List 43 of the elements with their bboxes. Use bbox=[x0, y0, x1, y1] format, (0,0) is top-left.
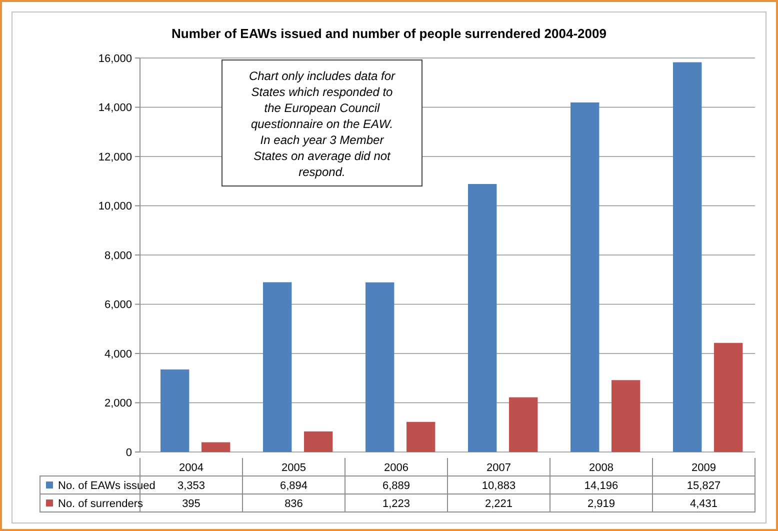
y-tick-label: 4,000 bbox=[104, 348, 132, 360]
bar bbox=[366, 282, 394, 452]
bar bbox=[263, 282, 292, 452]
y-tick-label: 6,000 bbox=[104, 299, 132, 312]
bar bbox=[714, 342, 743, 452]
data-label: 836 bbox=[284, 498, 303, 510]
y-tick-label: 14,000 bbox=[98, 102, 132, 114]
data-label: 1,223 bbox=[382, 498, 410, 510]
annotation: Chart only includes data for States which responded to the European Council questionnaire on the EAW. In each year 3 Member States on average did not respond. bbox=[248, 69, 396, 179]
bar bbox=[673, 62, 702, 452]
data-label: 3,353 bbox=[177, 480, 206, 492]
bar bbox=[509, 397, 538, 452]
legend-label: No. of EAWs issued bbox=[58, 480, 156, 492]
x-tick-label: 2009 bbox=[692, 462, 716, 474]
bar bbox=[406, 422, 436, 452]
bar bbox=[160, 369, 190, 452]
x-tick-label: 2007 bbox=[486, 462, 511, 474]
x-tick-label: 2008 bbox=[589, 462, 614, 474]
data-label: 15,827 bbox=[686, 480, 721, 492]
y-tick-label: 2,000 bbox=[104, 398, 132, 410]
data-label: 395 bbox=[182, 498, 200, 510]
legend-label: No. of surrenders bbox=[58, 498, 144, 510]
y-tick-label: 10,000 bbox=[98, 200, 132, 213]
bar bbox=[468, 184, 497, 452]
bar bbox=[570, 102, 600, 452]
x-tick-label: 2006 bbox=[384, 462, 408, 474]
bar bbox=[202, 442, 230, 452]
y-tick-label: 16,000 bbox=[98, 52, 132, 65]
chart-title: Number of EAWs issued and number of people surrendered 2004-2009 bbox=[172, 26, 606, 41]
data-label: 2,221 bbox=[484, 498, 513, 510]
x-tick-label: 2004 bbox=[179, 462, 204, 474]
y-tick-label: 12,000 bbox=[98, 151, 132, 164]
y-tick-label: 0 bbox=[126, 446, 132, 459]
data-label: 14,196 bbox=[584, 480, 618, 492]
data-label: 2,919 bbox=[587, 498, 616, 510]
y-tick-label: 8,000 bbox=[104, 250, 132, 262]
bar bbox=[612, 380, 640, 452]
data-label: 6,894 bbox=[280, 480, 308, 492]
data-label: 6,889 bbox=[382, 480, 410, 492]
bar bbox=[304, 431, 333, 452]
x-tick-label: 2005 bbox=[282, 462, 306, 474]
data-label: 10,883 bbox=[482, 480, 516, 492]
data-label: 4,431 bbox=[690, 498, 718, 510]
